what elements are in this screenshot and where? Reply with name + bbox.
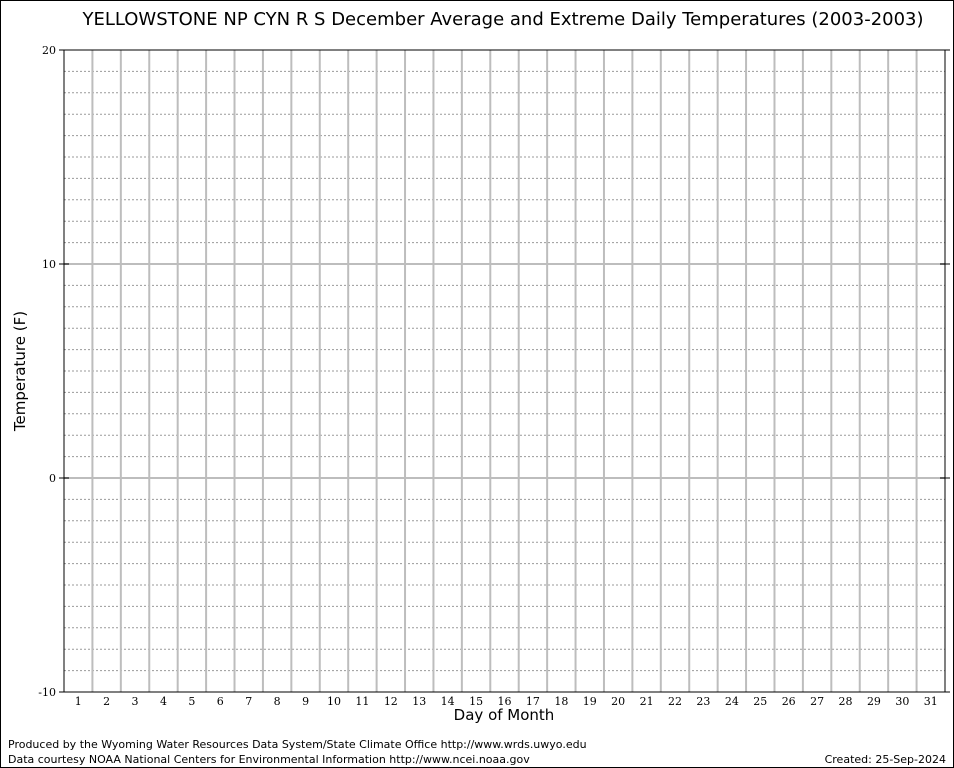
x-tick-label: 4 <box>160 695 167 708</box>
x-tick-label: 22 <box>668 695 682 708</box>
x-tick-label: 14 <box>441 695 455 708</box>
x-tick-label: 28 <box>839 695 853 708</box>
x-tick-label: 29 <box>867 695 881 708</box>
x-tick-label: 3 <box>132 695 139 708</box>
x-tick-label: 10 <box>327 695 341 708</box>
footer-created-date: Created: 25-Sep-2024 <box>824 753 946 766</box>
x-tick-label: 2 <box>103 695 110 708</box>
x-tick-label: 8 <box>274 695 281 708</box>
y-tick-label: -10 <box>38 686 56 699</box>
y-tick-label: 20 <box>42 44 56 57</box>
x-tick-label: 5 <box>188 695 195 708</box>
x-tick-label: 21 <box>640 695 654 708</box>
x-tick-label: 15 <box>469 695 483 708</box>
x-tick-label: 1 <box>75 695 82 708</box>
y-axis-label: Temperature (F) <box>11 310 29 432</box>
x-tick-label: 12 <box>384 695 398 708</box>
footer-produced-by: Produced by the Wyoming Water Resources … <box>8 738 587 751</box>
x-tick-label: 27 <box>810 695 824 708</box>
chart-title: YELLOWSTONE NP CYN R S December Average … <box>82 9 924 30</box>
x-tick-label: 23 <box>696 695 710 708</box>
x-tick-label: 6 <box>217 695 224 708</box>
y-tick-label: 10 <box>42 258 56 271</box>
x-tick-label: 9 <box>302 695 309 708</box>
x-axis-label: Day of Month <box>453 706 555 724</box>
x-tick-label: 17 <box>526 695 540 708</box>
x-tick-label: 30 <box>895 695 909 708</box>
x-tick-label: 18 <box>554 695 568 708</box>
x-tick-label: 13 <box>412 695 426 708</box>
x-tick-label: 31 <box>924 695 938 708</box>
x-tick-label: 11 <box>355 695 369 708</box>
x-tick-label: 7 <box>245 695 252 708</box>
x-tick-label: 16 <box>498 695 512 708</box>
x-tick-label: 19 <box>583 695 597 708</box>
x-tick-label: 25 <box>753 695 767 708</box>
y-tick-label: 0 <box>49 472 56 485</box>
x-tick-label: 20 <box>611 695 625 708</box>
x-tick-label: 24 <box>725 695 739 708</box>
footer-data-courtesy: Data courtesy NOAA National Centers for … <box>8 753 530 766</box>
plot-area-border <box>63 49 946 693</box>
x-tick-label: 26 <box>782 695 796 708</box>
